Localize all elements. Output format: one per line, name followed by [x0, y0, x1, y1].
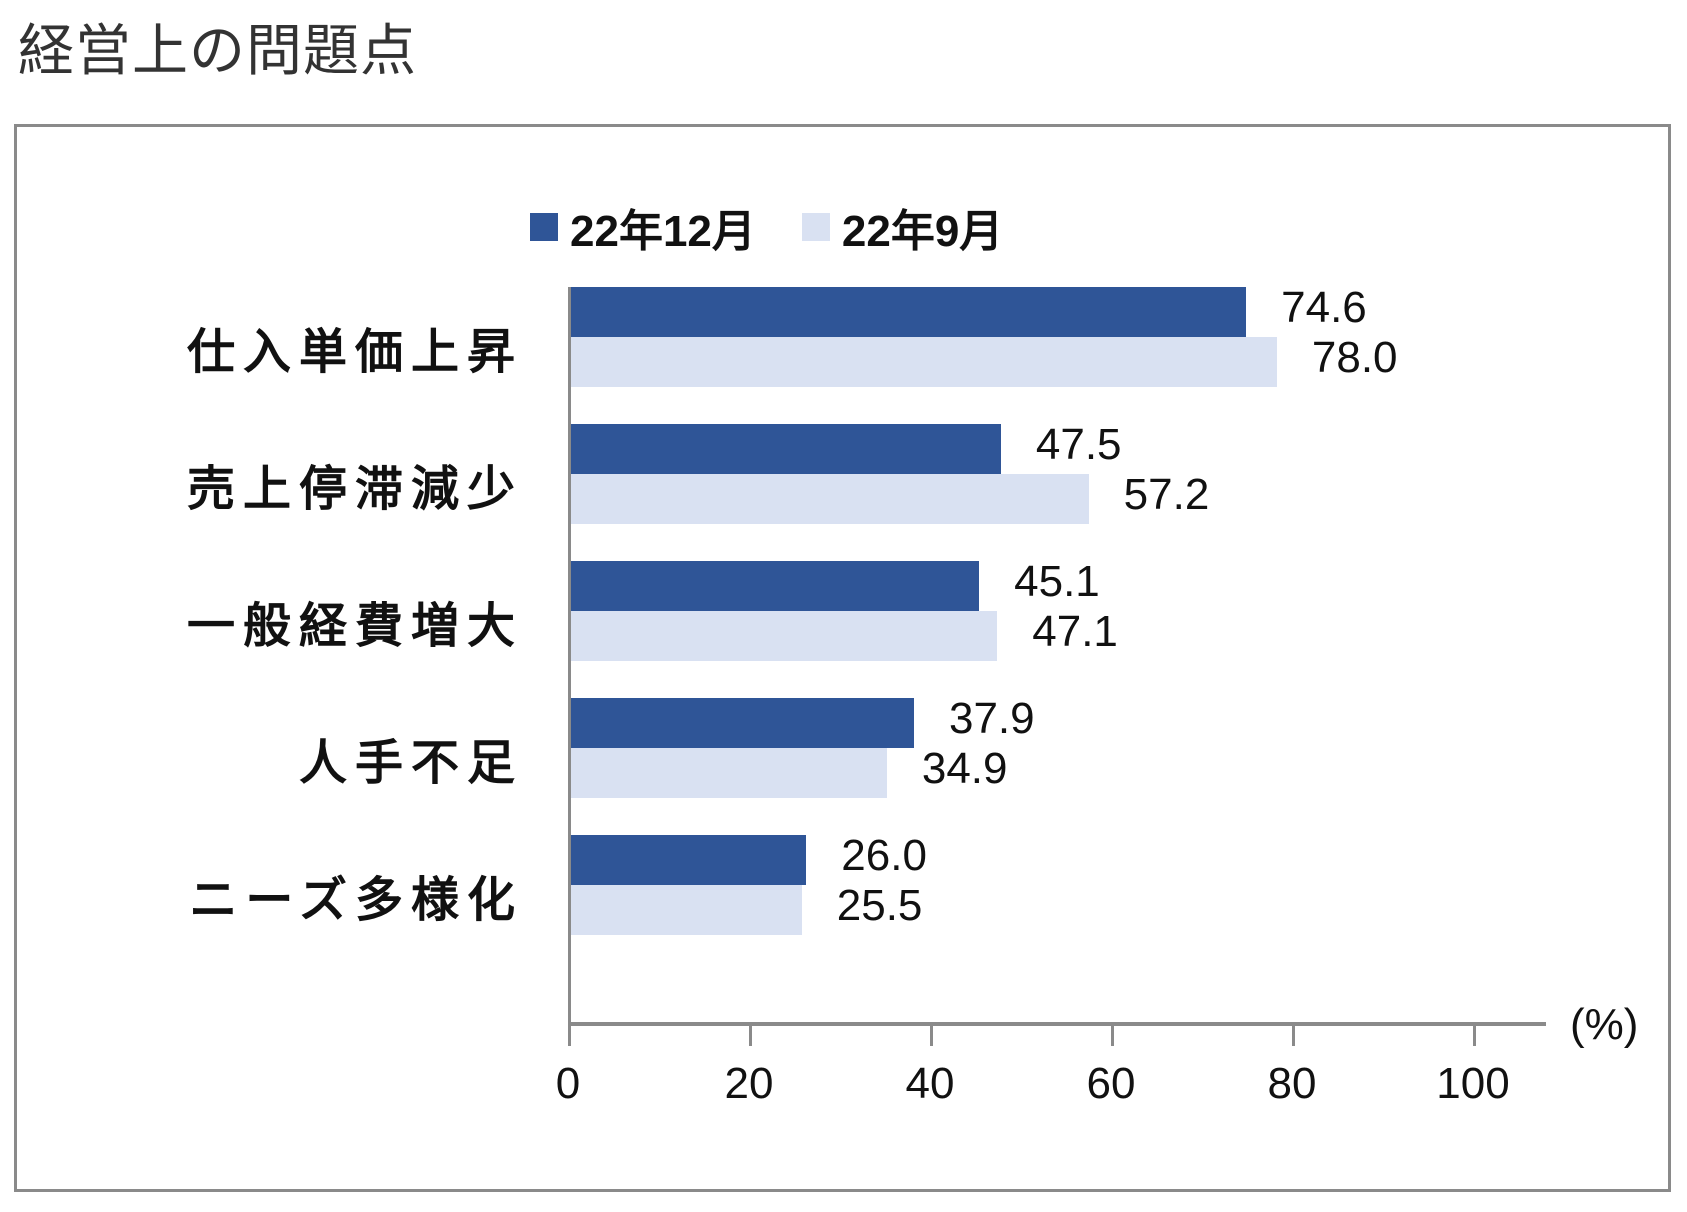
category-label: 人手不足	[298, 735, 523, 791]
x-tick	[1292, 1026, 1295, 1046]
x-tick-label: 80	[1267, 1059, 1317, 1108]
value-label: 25.5	[836, 881, 923, 930]
bar-sep	[571, 611, 998, 661]
x-tick-label: 40	[905, 1059, 955, 1108]
value-label: 34.9	[921, 744, 1008, 793]
bar-dec	[571, 561, 980, 611]
bar-dec	[571, 287, 1247, 337]
y-axis	[568, 287, 571, 1027]
value-label: 47.1	[1032, 607, 1118, 656]
x-tick	[930, 1026, 933, 1046]
bar-sep	[571, 474, 1089, 524]
legend-label-sep: 22年9月	[841, 207, 1004, 256]
bar-sep	[571, 337, 1277, 387]
x-tick	[1473, 1026, 1476, 1046]
x-tick-label: 100	[1436, 1059, 1510, 1108]
x-tick-label: 0	[555, 1059, 581, 1108]
x-tick	[749, 1026, 752, 1046]
value-label: 26.0	[841, 831, 927, 880]
bar-sep	[571, 885, 802, 935]
chart-legend: 22年12月 22年9月	[530, 195, 1049, 259]
x-tick-label: 60	[1086, 1059, 1136, 1108]
value-label: 45.1	[1014, 557, 1100, 606]
legend-item-sep: 22年9月	[801, 195, 1004, 259]
bar-sep	[571, 748, 887, 798]
category-label: 売上停滞減少	[186, 461, 523, 517]
bar-dec	[571, 835, 807, 885]
category-label: ニーズ多様化	[189, 872, 523, 928]
x-axis-unit: (%)	[1570, 1000, 1639, 1049]
value-label: 47.5	[1035, 420, 1122, 469]
legend-label-dec: 22年12月	[570, 207, 756, 256]
page-title: 経営上の問題点	[18, 19, 417, 84]
value-label: 37.9	[948, 694, 1035, 743]
bar-dec	[571, 424, 1001, 474]
value-label: 78.0	[1311, 333, 1398, 382]
plot-area: 74.6 78.0 47.5 57.2 45.1 47.1 37.9 34.9 26.0 25.5…	[556, 283, 1548, 1108]
legend-swatch-dec-icon	[530, 213, 558, 241]
value-label: 74.6	[1281, 283, 1367, 332]
x-tick	[568, 1026, 571, 1046]
x-tick-label: 20	[724, 1059, 774, 1108]
category-label: 一般経費増大	[186, 598, 523, 654]
x-tick	[1111, 1026, 1114, 1046]
legend-swatch-sep-icon	[801, 213, 830, 241]
value-label: 57.2	[1123, 470, 1210, 519]
x-axis	[568, 1022, 1546, 1026]
bar-dec	[571, 698, 914, 748]
legend-item-dec: 22年12月	[530, 195, 756, 259]
category-label: 仕入単価上昇	[186, 324, 523, 380]
